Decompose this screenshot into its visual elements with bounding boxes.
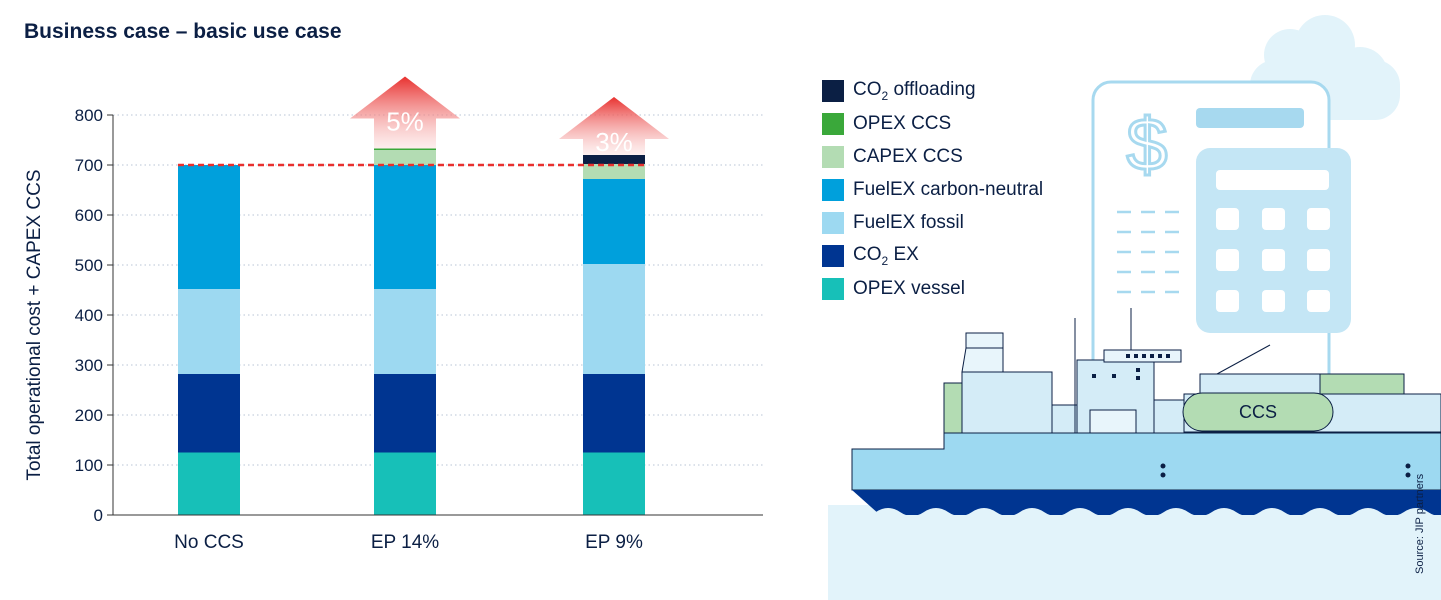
legend-label: CO2 EX: [853, 243, 919, 268]
legend-label: CAPEX CCS: [853, 145, 963, 167]
legend-label: FuelEX fossil: [853, 211, 964, 233]
bar-segment: [374, 165, 436, 289]
chart-title: Business case – basic use case: [24, 20, 342, 43]
arrow-up-icon: [559, 97, 669, 171]
bar-segment: [374, 289, 436, 374]
y-tick-label: 500: [75, 256, 103, 275]
legend-swatch: [822, 112, 844, 135]
x-tick-label: EP 9%: [585, 532, 643, 553]
bar-segment: [583, 452, 645, 515]
y-tick-label: 200: [75, 406, 103, 425]
bar-segment: [583, 179, 645, 264]
bar-segment: [178, 374, 240, 453]
dollar-icon: $: [1126, 103, 1167, 186]
legend-item: CAPEX CCS: [822, 140, 1043, 173]
legend-item: OPEX vessel: [822, 272, 1043, 305]
bar-segment: [178, 289, 240, 374]
ship-illustration: $: [828, 15, 1441, 600]
sea: [828, 505, 1441, 600]
legend-label: FuelEX carbon-neutral: [853, 178, 1044, 200]
legend-label: OPEX vessel: [853, 277, 965, 299]
bar-segment: [583, 155, 645, 164]
source-note: Source: JIP partners: [1414, 473, 1426, 574]
x-tick-label: EP 14%: [371, 532, 439, 553]
legend-label: CO2 offloading: [853, 78, 976, 103]
bar-segment: [374, 150, 436, 165]
bar-segment: [374, 452, 436, 515]
increase-annotation: 5%: [386, 107, 424, 137]
legend-item: FuelEX carbon-neutral: [822, 173, 1043, 206]
ccs-tank-label: CCS: [1239, 402, 1277, 422]
legend-item: CO2 EX: [822, 239, 1043, 272]
legend-swatch: [822, 244, 844, 267]
bar-segment: [374, 374, 436, 453]
calculator-icon: [1196, 148, 1351, 333]
bar-segment: [374, 148, 436, 150]
y-tick-label: 800: [75, 106, 103, 125]
legend-label: OPEX CCS: [853, 112, 952, 134]
legend-item: CO2 offloading: [822, 74, 1043, 107]
legend-swatch: [822, 178, 844, 201]
y-axis-label: Total operational cost + CAPEX CCS: [24, 169, 45, 480]
y-tick-label: 0: [94, 506, 103, 525]
x-tick-label: No CCS: [174, 532, 244, 553]
bar-segment: [583, 164, 645, 179]
chart-legend: CO2 offloading OPEX CCS CAPEX CCS FuelEX ca…: [822, 74, 1043, 305]
bar-segment: [178, 452, 240, 515]
legend-swatch: [822, 79, 844, 102]
y-tick-label: 400: [75, 306, 103, 325]
bar-segment: [583, 374, 645, 453]
bar-segment: [583, 264, 645, 374]
bar-segment: [178, 165, 240, 289]
y-tick-label: 600: [75, 206, 103, 225]
legend-item: OPEX CCS: [822, 107, 1043, 140]
y-tick-label: 700: [75, 156, 103, 175]
y-tick-label: 100: [75, 456, 103, 475]
legend-swatch: [822, 145, 844, 168]
increase-annotation: 3%: [595, 127, 633, 157]
legend-item: FuelEX fossil: [822, 206, 1043, 239]
ccs-tank: [1182, 392, 1334, 432]
ship-hull: [851, 432, 1441, 491]
legend-swatch: [822, 277, 844, 300]
arrow-up-icon: [350, 76, 460, 171]
ship-keel: [852, 490, 1441, 515]
y-tick-label: 300: [75, 356, 103, 375]
legend-swatch: [822, 211, 844, 234]
